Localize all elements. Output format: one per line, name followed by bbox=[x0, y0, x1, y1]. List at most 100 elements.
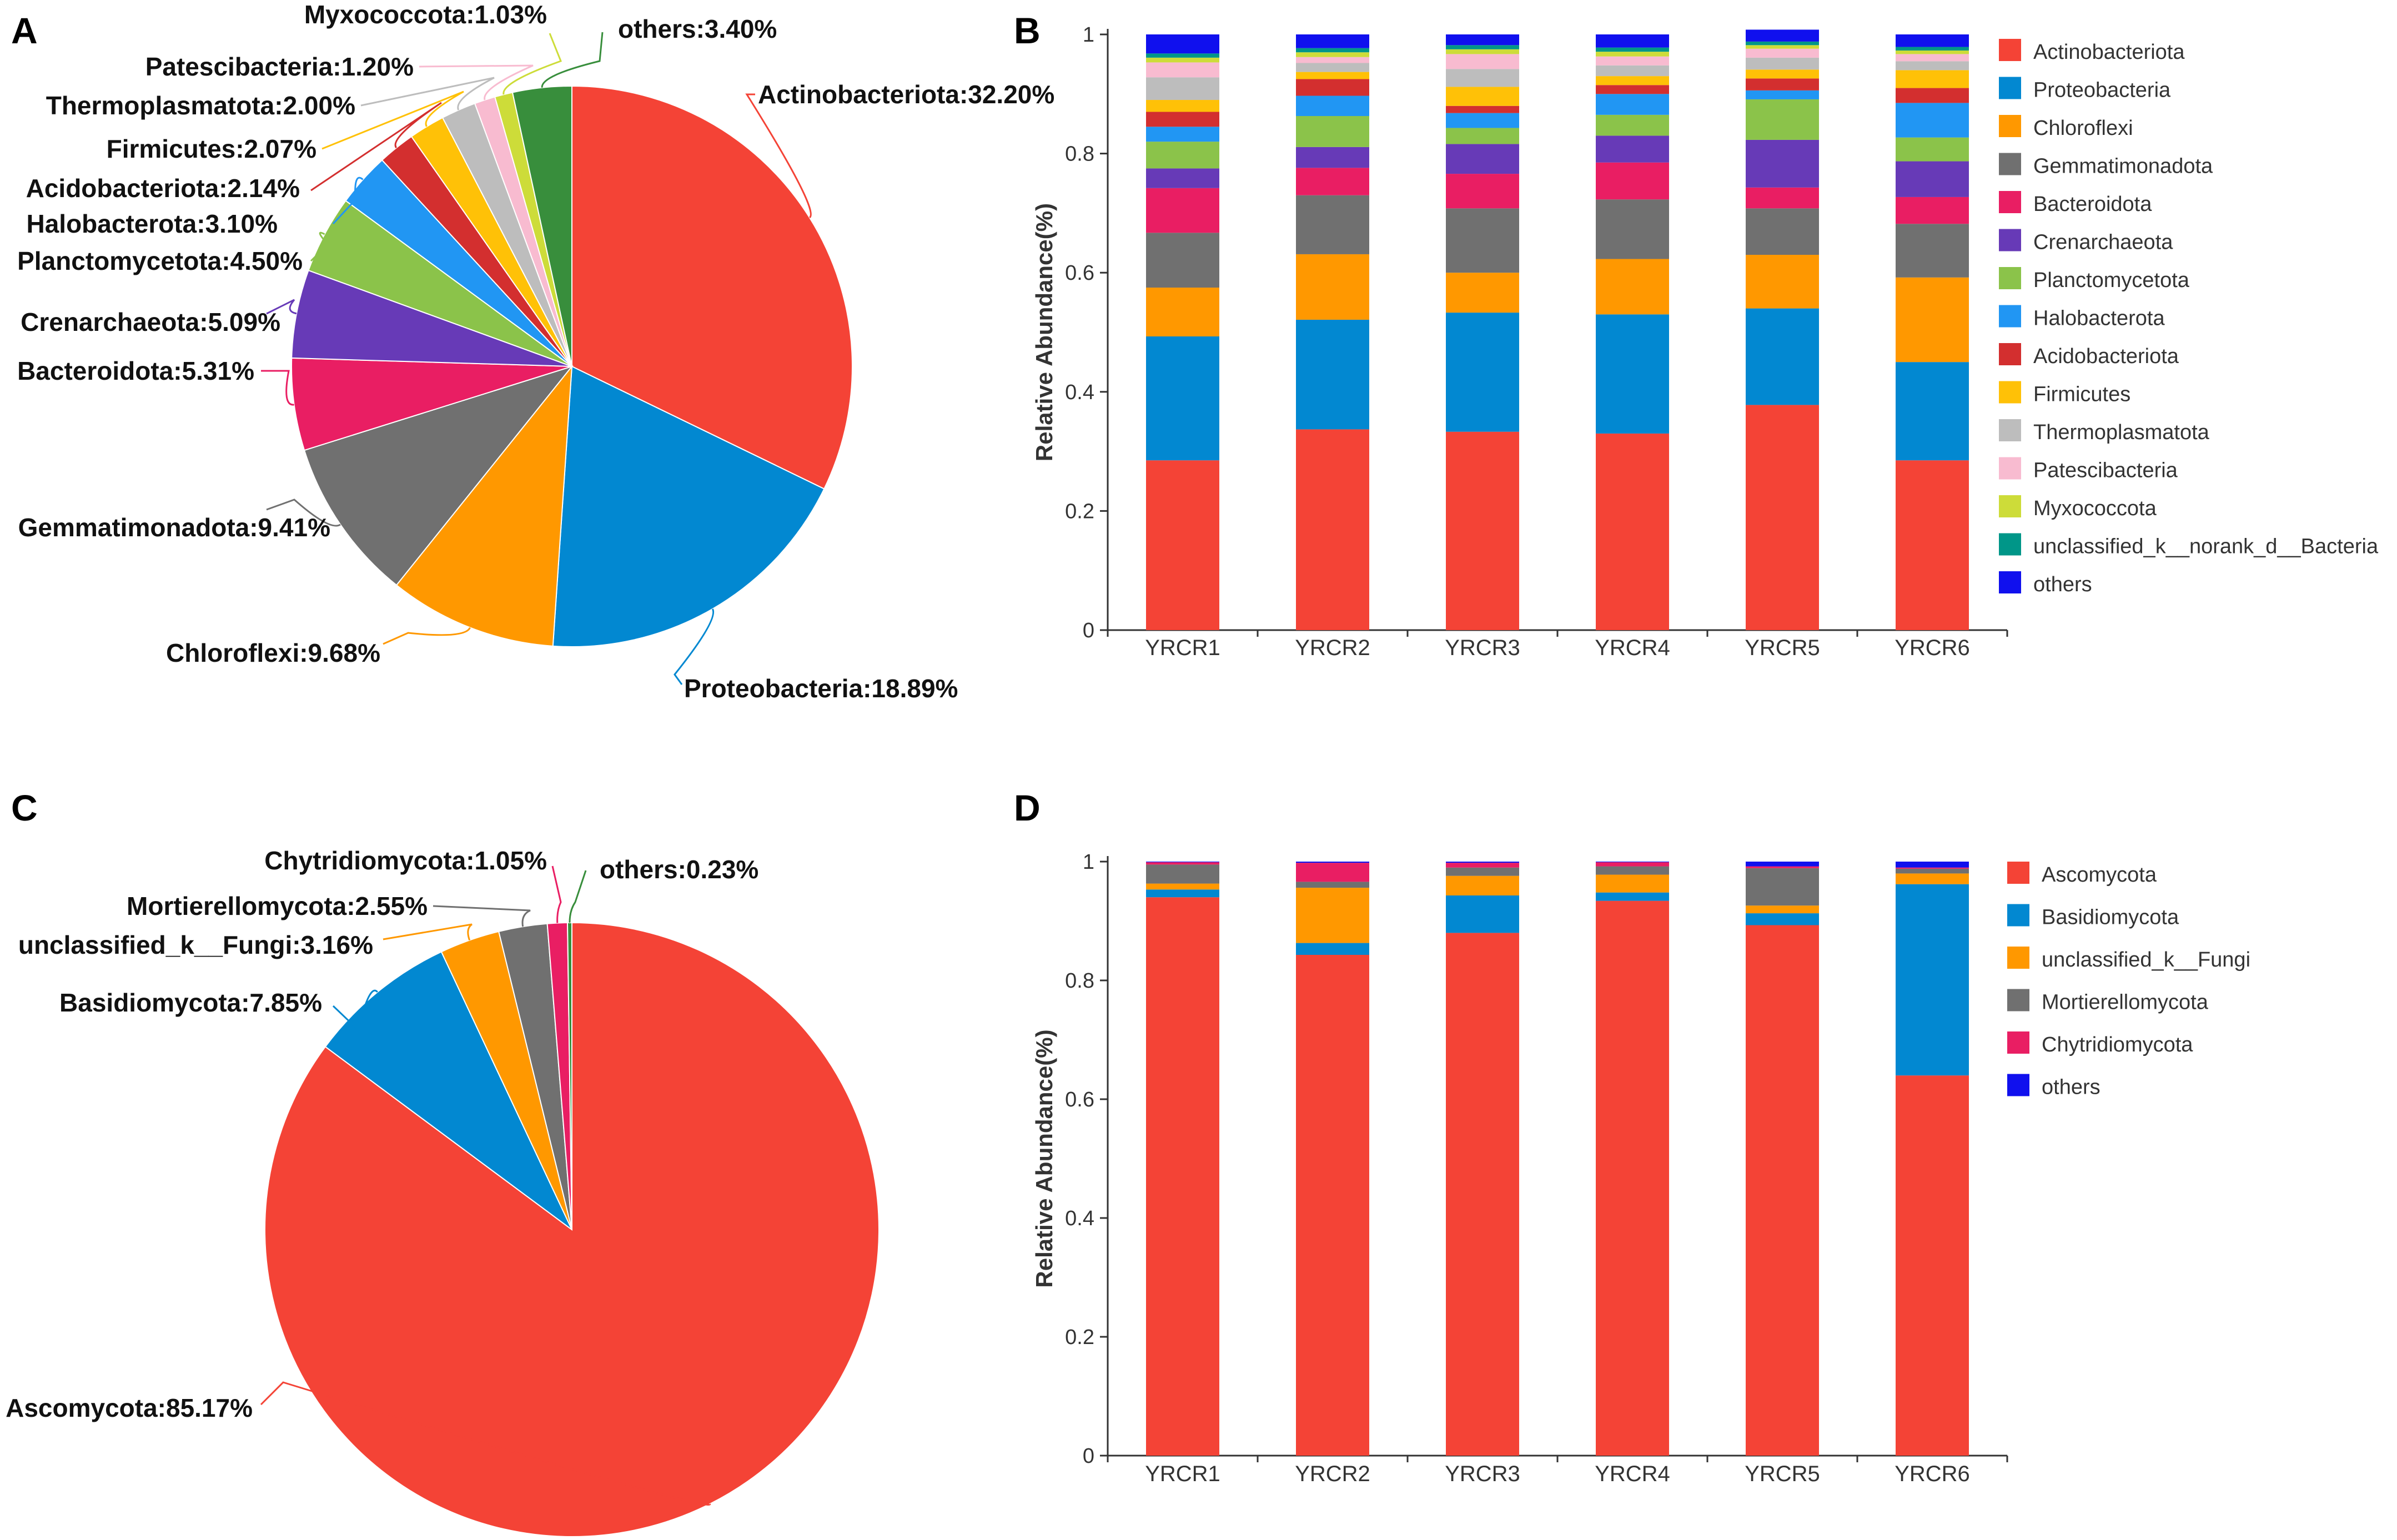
bar-segment-yrcr1-crenarchaeota bbox=[1146, 168, 1219, 188]
leader-line-others bbox=[569, 870, 587, 923]
bar-segment-yrcr6-others bbox=[1896, 862, 1969, 868]
pie-label-others: others:3.40% bbox=[618, 14, 777, 43]
pie-label-chloroflexi: Chloroflexi:9.68% bbox=[166, 638, 380, 667]
legend-label-proteobacteria: Proteobacteria bbox=[2033, 79, 2171, 102]
leader-line-patescibacteria bbox=[419, 64, 534, 100]
pie-slice-ascomycota bbox=[264, 922, 880, 1537]
bar-segment-yrcr3-patescibacteria bbox=[1446, 54, 1519, 69]
leader-line-chytridiomycota bbox=[551, 865, 562, 923]
bar-segment-yrcr4-actinobacteriota bbox=[1596, 433, 1669, 630]
legend-swatch-mortierellomycota bbox=[2007, 989, 2029, 1011]
pie-slice-chloroflexi bbox=[395, 364, 573, 647]
bar-segment-yrcr6-unclassified-k-fungi bbox=[1896, 873, 1969, 884]
pie-label-bacteroidota: Bacteroidota:5.31% bbox=[17, 356, 254, 385]
legend-swatch-crenarchaeota bbox=[1999, 229, 2021, 251]
stacked-bar-chart-bacteria: 0 0.2 0.4 0.6 0.8 1 Relative Abundance(%) YRCR1… bbox=[1031, 23, 2379, 660]
legend-swatch-actinobacteriota bbox=[1999, 39, 2021, 61]
leader-line-halobacterota bbox=[332, 177, 364, 225]
bar-segment-yrcr3-mortierellomycota bbox=[1446, 867, 1519, 876]
legend-swatch-thermoplasmatota bbox=[1999, 419, 2021, 441]
pie-label-unclassified-k-fungi: unclassified_k__Fungi:3.16% bbox=[18, 930, 373, 959]
bar-segment-yrcr6-myxococcota bbox=[1896, 50, 1969, 54]
bar-segment-yrcr4-patescibacteria bbox=[1596, 56, 1669, 66]
bar-segment-yrcr4-crenarchaeota bbox=[1596, 135, 1669, 163]
leader-line-bacteroidota bbox=[261, 370, 294, 406]
bar-segment-yrcr6-firmicutes bbox=[1896, 70, 1969, 88]
pie-label-thermoplasmatota: Thermoplasmatota:2.00% bbox=[46, 91, 355, 120]
y-tick-label: 0.6 bbox=[1065, 261, 1094, 285]
bar-segment-yrcr4-myxococcota bbox=[1596, 52, 1669, 57]
bar-segment-yrcr5-chloroflexi bbox=[1746, 255, 1819, 309]
leader-line-actinobacteriota bbox=[745, 93, 812, 219]
pie-slice-bacteroidota bbox=[291, 357, 572, 451]
legend-label-basidiomycota: Basidiomycota bbox=[2042, 906, 2179, 929]
pie-slice-proteobacteria bbox=[552, 365, 825, 647]
legend-swatch-unclassified-k-norank-d-bacteria bbox=[1999, 533, 2021, 556]
legend-label-gemmatimonadota: Gemmatimonadota bbox=[2033, 155, 2213, 178]
legend-label-unclassified-k-norank-d-bacteria: unclassified_k__norank_d__Bacteria bbox=[2033, 535, 2379, 558]
pie-label-mortierellomycota: Mortierellomycota:2.55% bbox=[127, 892, 428, 920]
legend-swatch-unclassified-k-fungi bbox=[2007, 947, 2029, 969]
legend-label-halobacterota: Halobacterota bbox=[2033, 307, 2165, 330]
pie-label-planctomycetota: Planctomycetota:4.50% bbox=[17, 246, 303, 275]
bar-segment-yrcr2-unclassified-k-norank-d-bacteria bbox=[1296, 48, 1369, 53]
legend-swatch-basidiomycota bbox=[2007, 904, 2029, 927]
bar-segment-yrcr6-thermoplasmatota bbox=[1896, 61, 1969, 71]
bar-segment-yrcr4-unclassified-k-fungi bbox=[1596, 874, 1669, 893]
pie-slice-others bbox=[566, 922, 572, 1230]
bar-segment-yrcr1-acidobacteriota bbox=[1146, 112, 1219, 127]
pie-slice-gemmatimonadota bbox=[303, 365, 574, 586]
bar-segment-yrcr4-proteobacteria bbox=[1596, 314, 1669, 434]
bar-segment-yrcr6-unclassified-k-norank-d-bacteria bbox=[1896, 47, 1969, 51]
bar-segment-yrcr3-basidiomycota bbox=[1446, 895, 1519, 933]
bar-segment-yrcr5-patescibacteria bbox=[1746, 48, 1819, 58]
bar-segment-yrcr3-thermoplasmatota bbox=[1446, 69, 1519, 87]
bar-segment-yrcr2-acidobacteriota bbox=[1296, 79, 1369, 96]
pie-label-crenarchaeota: Crenarchaeota:5.09% bbox=[21, 308, 280, 336]
bar-segment-yrcr6-acidobacteriota bbox=[1896, 88, 1969, 103]
leader-line-chloroflexi bbox=[383, 627, 471, 645]
leader-line-ascomycota bbox=[260, 1381, 711, 1506]
legend-swatch-chloroflexi bbox=[1999, 115, 2021, 137]
bar-segment-yrcr1-actinobacteriota bbox=[1146, 460, 1219, 630]
bar-segment-yrcr3-unclassified-k-norank-d-bacteria bbox=[1446, 45, 1519, 49]
leader-line-basidiomycota bbox=[332, 989, 378, 1031]
bar-segment-yrcr5-bacteroidota bbox=[1746, 187, 1819, 209]
bar-segment-yrcr4-others bbox=[1596, 34, 1669, 48]
bar-segment-yrcr3-gemmatimonadota bbox=[1446, 208, 1519, 273]
bar-segment-yrcr1-mortierellomycota bbox=[1146, 864, 1219, 884]
bar-segment-yrcr6-basidiomycota bbox=[1896, 884, 1969, 1076]
leader-line-mortierellomycota bbox=[433, 905, 531, 927]
x-tick-label-yrcr4: YRCR4 bbox=[1595, 1462, 1670, 1486]
bar-segment-yrcr3-chytridiomycota bbox=[1446, 863, 1519, 868]
legend-label-bacteroidota: Bacteroidota bbox=[2033, 193, 2152, 216]
pie-label-halobacterota: Halobacterota:3.10% bbox=[27, 209, 278, 238]
legend-swatch-bacteroidota bbox=[1999, 191, 2021, 213]
bar-segment-yrcr1-chloroflexi bbox=[1146, 288, 1219, 337]
bar-segment-yrcr3-planctomycetota bbox=[1446, 128, 1519, 144]
bar-segment-yrcr6-chloroflexi bbox=[1896, 277, 1969, 363]
bar-segment-yrcr6-crenarchaeota bbox=[1896, 161, 1969, 197]
bar-segment-yrcr2-thermoplasmatota bbox=[1296, 63, 1369, 72]
legend-label-acidobacteriota: Acidobacteriota bbox=[2033, 345, 2179, 368]
leader-line-proteobacteria bbox=[674, 608, 715, 685]
bar-segment-yrcr3-actinobacteriota bbox=[1446, 431, 1519, 630]
pie-label-others: others:0.23% bbox=[600, 855, 758, 884]
bar-segment-yrcr1-gemmatimonadota bbox=[1146, 233, 1219, 288]
bar-segment-yrcr2-patescibacteria bbox=[1296, 57, 1369, 63]
bar-segment-yrcr2-others bbox=[1296, 862, 1369, 863]
legend-label-chloroflexi: Chloroflexi bbox=[2033, 117, 2133, 140]
bar-segment-yrcr3-others bbox=[1446, 34, 1519, 46]
legend-label-crenarchaeota: Crenarchaeota bbox=[2033, 231, 2173, 254]
bar-segment-yrcr1-bacteroidota bbox=[1146, 188, 1219, 233]
y-tick-label: 0.4 bbox=[1065, 1207, 1094, 1230]
y-tick-label: 0.8 bbox=[1065, 969, 1094, 993]
bar-segment-yrcr1-unclassified-k-norank-d-bacteria bbox=[1146, 53, 1219, 58]
pie-label-acidobacteriota: Acidobacteriota:2.14% bbox=[26, 174, 300, 203]
pie-label-myxococcota: Myxococcota:1.03% bbox=[304, 0, 547, 29]
bar-segment-yrcr6-others bbox=[1896, 34, 1969, 47]
x-tick-label-yrcr3: YRCR3 bbox=[1445, 1462, 1520, 1486]
bar-segment-yrcr4-bacteroidota bbox=[1596, 162, 1669, 200]
pie-chart-fungi: Ascomycota:85.17% Basidiomycota:7.85% uncl… bbox=[6, 846, 880, 1537]
bar-segment-yrcr3-bacteroidota bbox=[1446, 174, 1519, 209]
